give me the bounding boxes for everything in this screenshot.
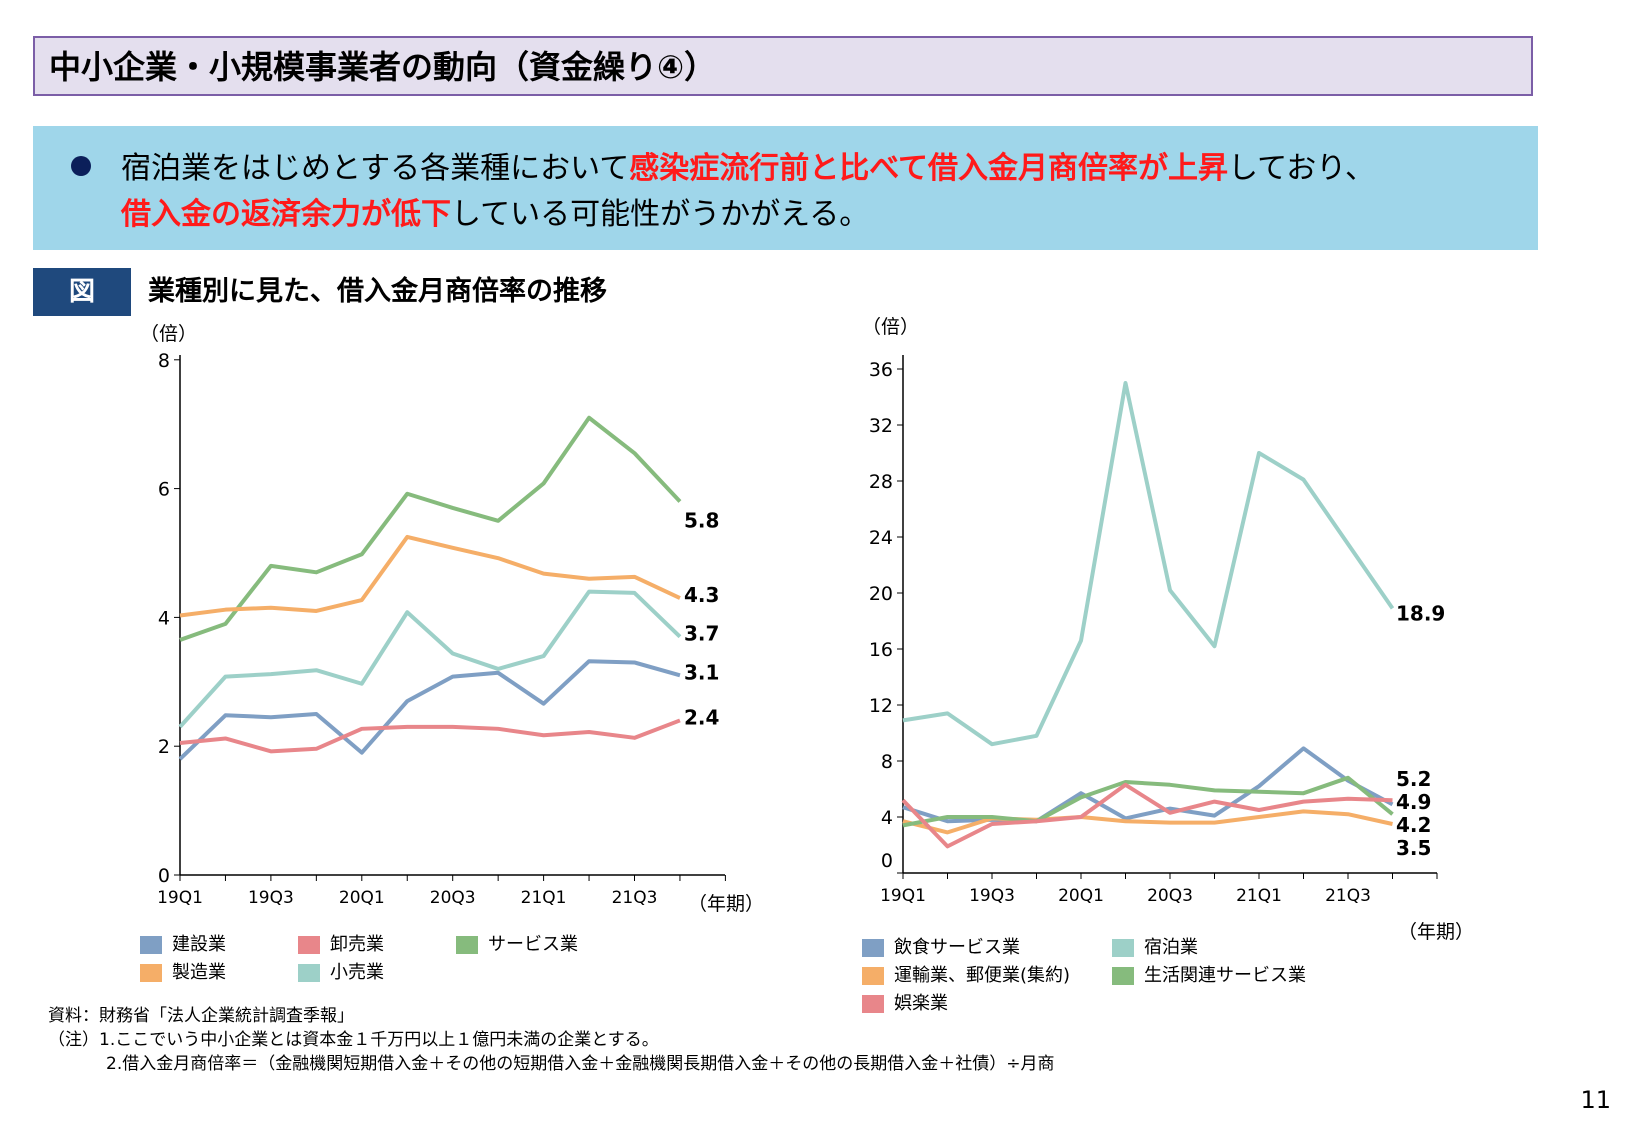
y-tick-label: 2 (158, 736, 170, 758)
series-line-建設業 (178, 659, 681, 761)
series-line-小売業 (178, 589, 682, 729)
legend-item: 卸売業 (298, 930, 456, 958)
page-number: 11 (1580, 1086, 1611, 1114)
y-tick-label: 12 (869, 695, 893, 717)
legend-label: 娯楽業 (894, 993, 948, 1014)
end-label: 2.4 (684, 705, 719, 729)
summary-box: 宿泊業をはじめとする各業種において感染症流行前と比べて借入金月商倍率が上昇してお… (33, 126, 1538, 250)
legend-label: 卸売業 (330, 934, 384, 955)
legend-swatch (140, 964, 162, 982)
legend-right: 飲食サービス業 宿泊業運輸業、郵便業(集約) 生活関連サービス業娯楽業 (862, 933, 1382, 1017)
end-label: 5.8 (684, 508, 719, 532)
x-tick-label: 21Q3 (612, 888, 658, 908)
figure-tag: 図 (33, 268, 131, 316)
end-label: 4.2 (1396, 813, 1431, 837)
legend-item: 娯楽業 (862, 989, 1112, 1017)
legend-item: 製造業 (140, 958, 298, 986)
x-tick-label: 20Q1 (339, 888, 385, 908)
legend-item: 飲食サービス業 (862, 933, 1112, 961)
x-tick-label: 19Q3 (969, 886, 1015, 906)
summary-text-3: している可能性がうかがえる。 (451, 197, 870, 232)
y-tick-label: 8 (881, 751, 893, 773)
legend-item: 宿泊業 (1112, 933, 1362, 961)
figure-title: 業種別に見た、借入金月商倍率の推移 (148, 276, 607, 307)
page-title: 中小企業・小規模事業者の動向（資金繰り④） (33, 36, 1533, 96)
end-label: 3.5 (1396, 836, 1431, 860)
legend-swatch (862, 995, 884, 1013)
note-2: 2.借入金月商倍率＝（金融機関短期借入金＋その他の短期借入金＋金融機関長期借入金… (106, 1054, 1055, 1074)
series-line-卸売業 (179, 718, 681, 754)
x-axis-label: （年期） (1398, 921, 1474, 943)
legend-left: 建設業 卸売業 サービス業製造業 小売業 (140, 930, 620, 986)
x-tick-label: 20Q3 (1147, 886, 1193, 906)
y-tick-label: 6 (158, 479, 170, 501)
end-label: 4.9 (1396, 790, 1431, 814)
legend-swatch (1112, 939, 1134, 957)
legend-swatch (862, 967, 884, 985)
y-tick-label: 0 (158, 865, 170, 887)
series-line-娯楽業 (901, 782, 1393, 849)
y-tick-label: 28 (869, 471, 893, 493)
legend-item: 運輸業、郵便業(集約) (862, 961, 1112, 989)
y-tick-label: 20 (869, 583, 893, 605)
series-line-サービス業 (179, 415, 682, 642)
summary-text-2: しており、 (1228, 151, 1376, 186)
end-label: 3.1 (684, 660, 719, 684)
x-axis-label: （年期） (688, 893, 764, 915)
series-line-宿泊業 (902, 381, 1395, 747)
legend-swatch (862, 939, 884, 957)
legend-item: 小売業 (298, 958, 456, 986)
y-axis-label: （倍） (862, 316, 919, 338)
x-tick-label: 21Q3 (1325, 886, 1371, 906)
legend-swatch (298, 936, 320, 954)
legend-item: 建設業 (140, 930, 298, 958)
legend-label: 飲食サービス業 (894, 937, 1020, 958)
x-tick-label: 21Q1 (521, 888, 567, 908)
y-axis-label: （倍） (140, 323, 197, 345)
series-line-製造業 (179, 534, 681, 618)
legend-label: 製造業 (172, 962, 226, 983)
series-line-運輸業、郵便業(集約) (902, 809, 1393, 835)
summary-highlight-1: 感染症流行前と比べて借入金月商倍率が上昇 (629, 151, 1229, 186)
legend-label: 生活関連サービス業 (1144, 965, 1306, 986)
y-tick-label: 32 (869, 415, 893, 437)
end-label: 3.7 (684, 622, 719, 646)
summary-highlight-2: 借入金の返済余力が低下 (121, 197, 451, 232)
legend-swatch (1112, 967, 1134, 985)
legend-item: 生活関連サービス業 (1112, 961, 1362, 989)
end-label: 4.3 (684, 583, 719, 607)
y-tick-label: 4 (881, 807, 893, 829)
y-tick-label: 24 (869, 527, 893, 549)
note-1: （注）1.ここでいう中小企業とは資本金１千万円以上１億円未満の企業とする。 (48, 1030, 659, 1050)
legend-label: 小売業 (330, 962, 384, 983)
x-tick-label: 20Q1 (1058, 886, 1104, 906)
legend-swatch (298, 964, 320, 982)
x-tick-label: 19Q3 (248, 888, 294, 908)
legend-swatch (140, 936, 162, 954)
y-tick-label: 4 (158, 607, 170, 629)
bullet-icon (71, 156, 91, 176)
legend-label: 建設業 (172, 934, 226, 955)
x-tick-label: 20Q3 (430, 888, 476, 908)
x-tick-label: 21Q1 (1236, 886, 1282, 906)
y-tick-label: 36 (869, 359, 893, 381)
legend-label: サービス業 (488, 934, 578, 955)
summary-text: 宿泊業をはじめとする各業種において (121, 151, 630, 186)
x-tick-label: 19Q1 (157, 888, 203, 908)
end-label: 18.9 (1396, 601, 1445, 625)
x-tick-label: 19Q1 (880, 886, 926, 906)
legend-swatch (456, 936, 478, 954)
legend-label: 運輸業、郵便業(集約) (894, 965, 1071, 986)
y-tick-label: 8 (158, 350, 170, 372)
legend-item: サービス業 (456, 930, 614, 958)
source-note: 資料：財務省「法人企業統計調査季報」 (48, 1006, 354, 1026)
series-line-生活関連サービス業 (902, 775, 1394, 828)
y-tick-label: 0 (881, 850, 893, 872)
legend-label: 宿泊業 (1144, 937, 1198, 958)
end-label: 5.2 (1396, 767, 1431, 791)
y-tick-label: 16 (869, 639, 893, 661)
